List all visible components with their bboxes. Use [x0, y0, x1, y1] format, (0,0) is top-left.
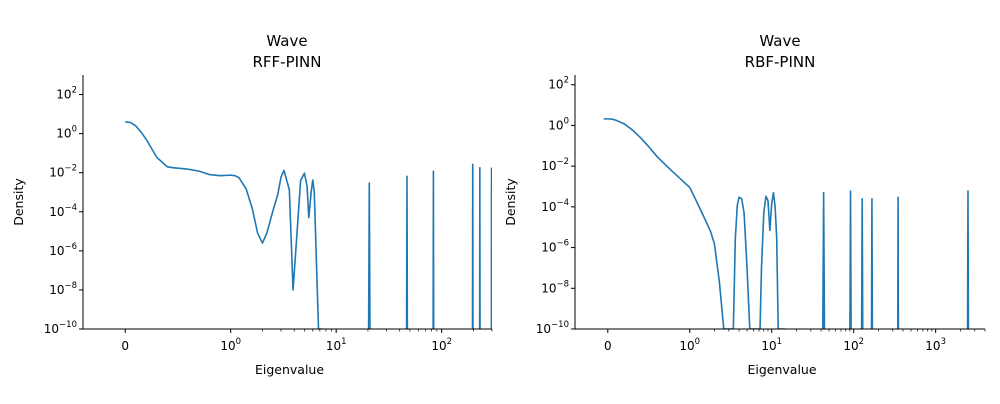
y-tick-label: 102: [56, 86, 77, 102]
y-tick-label: 10−2: [49, 164, 77, 180]
chart-subtitle: RFF-PINN: [252, 53, 321, 71]
y-tick-label: 10−10: [536, 320, 569, 336]
density-line-2: [823, 193, 825, 329]
density-line-1: [604, 119, 785, 329]
chart-panel-2: Wave RBF-PINN 0 100 101 102 103 10−10 10−8 10−6 10…: [503, 32, 985, 377]
y-axis-label: Density: [503, 178, 518, 226]
x-tick-label: 100: [679, 337, 700, 353]
y-tick-label: 10−4: [49, 203, 77, 219]
series-group: [125, 122, 491, 329]
x-tick-label: 103: [925, 337, 946, 353]
x-axis-label: Eigenvalue: [747, 362, 816, 377]
y-tick-label: 10−2: [541, 157, 569, 173]
y-tick-label: 10−6: [49, 242, 77, 258]
y-tick-label: 100: [548, 116, 569, 132]
x-tick-label: 101: [761, 337, 782, 353]
density-line-1: [125, 122, 322, 329]
density-line-2: [369, 183, 370, 329]
density-line-3: [850, 191, 851, 329]
chart-title: Wave: [266, 32, 307, 50]
y-tick-label: 10−4: [541, 198, 569, 214]
density-line-6: [898, 197, 899, 329]
series-group: [604, 119, 969, 329]
y-tick-label: 10−8: [541, 279, 569, 295]
x-tick-label: 102: [431, 337, 452, 353]
x-tick-label: 101: [326, 337, 347, 353]
y-tick-label: 10−6: [541, 239, 569, 255]
density-line-4: [862, 199, 863, 329]
x-axis-label: Eigenvalue: [255, 362, 324, 377]
y-tick-label: 10−8: [49, 281, 77, 297]
chart-panel-1: Wave RFF-PINN 0 100 101 102 10−10 10−8 10−6 10−4 1…: [11, 32, 492, 377]
density-line-7: [968, 191, 969, 329]
y-tick-label: 10−10: [44, 320, 77, 336]
y-tick-label: 102: [548, 76, 569, 92]
x-tick-label: 0: [121, 339, 129, 353]
x-tick-label: 102: [843, 337, 864, 353]
x-tick-label: 0: [604, 339, 612, 353]
density-line-5: [872, 199, 873, 329]
chart-title: Wave: [759, 32, 800, 50]
density-line-4: [433, 171, 434, 329]
density-line-3: [407, 176, 408, 329]
chart-subtitle: RBF-PINN: [745, 53, 816, 71]
y-axis-label: Density: [11, 178, 26, 226]
x-tick-label: 100: [220, 337, 241, 353]
y-tick-label: 100: [56, 125, 77, 141]
